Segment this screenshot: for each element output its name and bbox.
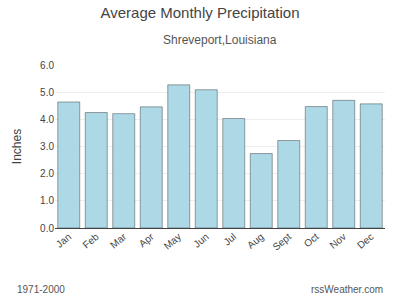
svg-text:Jul: Jul bbox=[221, 231, 238, 248]
svg-text:4.0: 4.0 bbox=[40, 114, 54, 125]
svg-text:Average Monthly Precipitation: Average Monthly Precipitation bbox=[101, 4, 300, 21]
svg-text:Jan: Jan bbox=[54, 231, 73, 250]
svg-text:Inches: Inches bbox=[10, 129, 24, 164]
svg-text:Nov: Nov bbox=[328, 231, 349, 251]
svg-text:Jun: Jun bbox=[191, 231, 210, 250]
svg-text:Sept: Sept bbox=[270, 231, 293, 253]
svg-text:rssWeather.com: rssWeather.com bbox=[311, 284, 383, 295]
svg-text:May: May bbox=[162, 231, 184, 252]
svg-text:Dec: Dec bbox=[355, 231, 376, 251]
svg-text:1971-2000: 1971-2000 bbox=[17, 284, 65, 295]
svg-text:Aug: Aug bbox=[245, 231, 266, 251]
svg-text:5.0: 5.0 bbox=[40, 87, 54, 98]
svg-text:1.0: 1.0 bbox=[40, 195, 54, 206]
svg-text:0.0: 0.0 bbox=[40, 223, 54, 234]
svg-text:Apr: Apr bbox=[137, 231, 157, 250]
svg-text:Oct: Oct bbox=[302, 231, 321, 250]
svg-text:Shreveport,Louisiana: Shreveport,Louisiana bbox=[163, 33, 277, 47]
svg-text:Feb: Feb bbox=[80, 231, 101, 251]
svg-text:Mar: Mar bbox=[108, 231, 129, 251]
svg-text:2.0: 2.0 bbox=[40, 168, 54, 179]
svg-text:6.0: 6.0 bbox=[40, 60, 54, 71]
svg-text:3.0: 3.0 bbox=[40, 141, 54, 152]
